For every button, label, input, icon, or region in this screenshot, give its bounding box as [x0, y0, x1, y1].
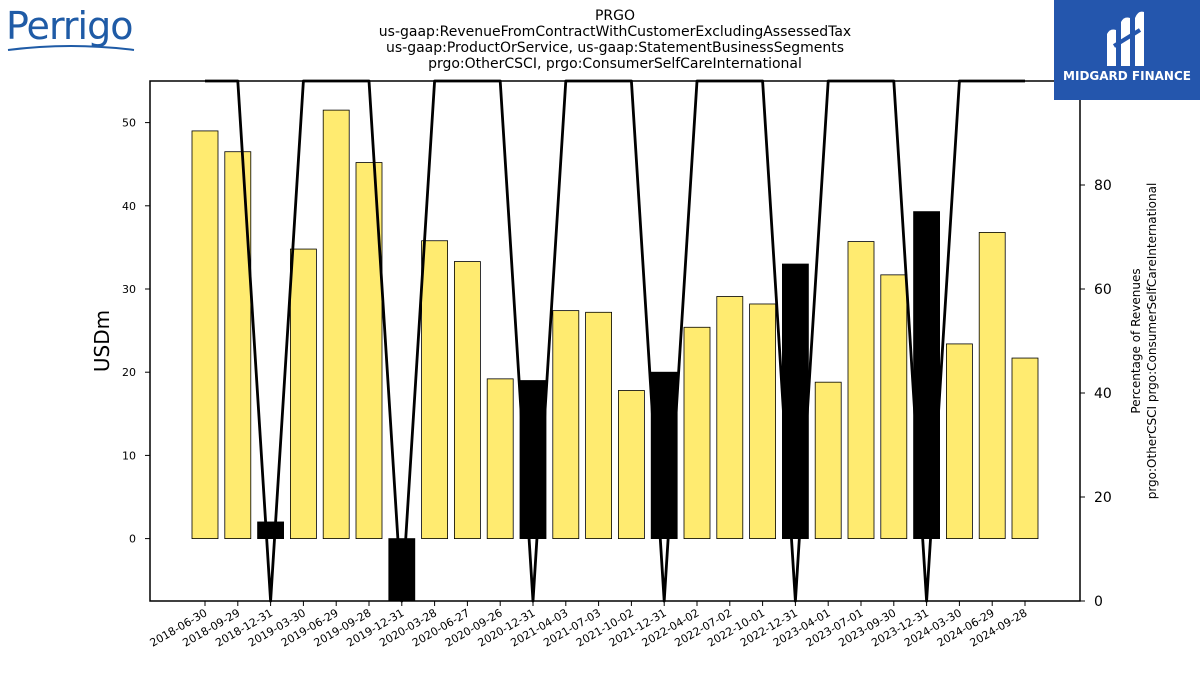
bar-2021-04-03	[552, 310, 580, 539]
left-axis-ticks: 0 10 20 30 40 50	[122, 117, 150, 546]
bar-2022-12-31	[782, 263, 809, 540]
y-tick-label: 40	[122, 200, 136, 213]
chart-title-concept: us-gaap:RevenueFromContractWithCustomerE…	[378, 24, 852, 40]
y2-axis-label-line2: prgo:OtherCSCI prgo:ConsumerSelfCareInte…	[1145, 183, 1159, 500]
chart-title-members: prgo:OtherCSCI, prgo:ConsumerSelfCareInt…	[428, 56, 802, 72]
y-tick-label: 30	[122, 283, 136, 296]
bar-2024-09-28	[1011, 357, 1039, 540]
chart-title-ticker: PRGO	[594, 8, 636, 24]
y-tick-label: 10	[122, 449, 136, 462]
bar-2018-12-31	[257, 521, 285, 540]
bar-2022-10-01	[749, 303, 776, 540]
perrigo-logo: Perrigo	[6, 4, 135, 51]
bar-2022-04-02	[683, 326, 711, 540]
bar-2021-07-03	[585, 311, 612, 539]
midgard-brand-text: MIDGARD FINANCE	[1063, 69, 1191, 83]
bar-2024-06-29	[978, 232, 1006, 539]
bar-2019-03-30	[289, 248, 317, 540]
midgard-finance-logo: MIDGARD FINANCE	[1054, 0, 1200, 100]
bar-2024-03-30	[946, 343, 973, 539]
bar-2020-09-26	[486, 378, 514, 539]
bar-2021-10-02	[618, 390, 645, 539]
y-tick-label: 50	[122, 117, 136, 130]
bar-2020-03-28	[421, 240, 449, 539]
y-axis-label: USDm	[90, 310, 114, 372]
bar-2019-06-29	[322, 109, 350, 540]
chart-title-axes: us-gaap:ProductOrService, us-gaap:Statem…	[385, 40, 844, 56]
y2-tick-label: 60	[1094, 282, 1112, 298]
bar-2023-07-01	[847, 241, 875, 539]
midgard-emblem-icon	[1107, 11, 1144, 67]
y-tick-label: 20	[122, 366, 136, 379]
y2-tick-label: 20	[1094, 490, 1112, 506]
bar-2023-04-01	[814, 381, 842, 539]
x-axis-ticks: 2018-06-302018-09-292018-12-312019-03-30…	[148, 601, 1030, 650]
bar-2018-06-30	[191, 130, 219, 539]
bar-2020-06-27	[453, 261, 481, 540]
perrigo-swoosh-icon	[7, 45, 135, 51]
bar-2023-09-30	[880, 274, 908, 539]
bar-2022-07-02	[716, 296, 744, 540]
y2-tick-label: 80	[1094, 178, 1112, 194]
perrigo-logo-text: Perrigo	[6, 4, 133, 48]
y2-tick-label: 0	[1094, 594, 1103, 610]
right-axis-ticks: 020406080100	[1080, 74, 1121, 610]
y-tick-label: 0	[129, 533, 136, 546]
bar-2023-12-31	[913, 211, 940, 540]
y2-tick-label: 40	[1094, 386, 1112, 402]
plot-frame	[149, 80, 1081, 602]
y2-axis-label-line1: Percentage of Revenues	[1129, 268, 1143, 413]
